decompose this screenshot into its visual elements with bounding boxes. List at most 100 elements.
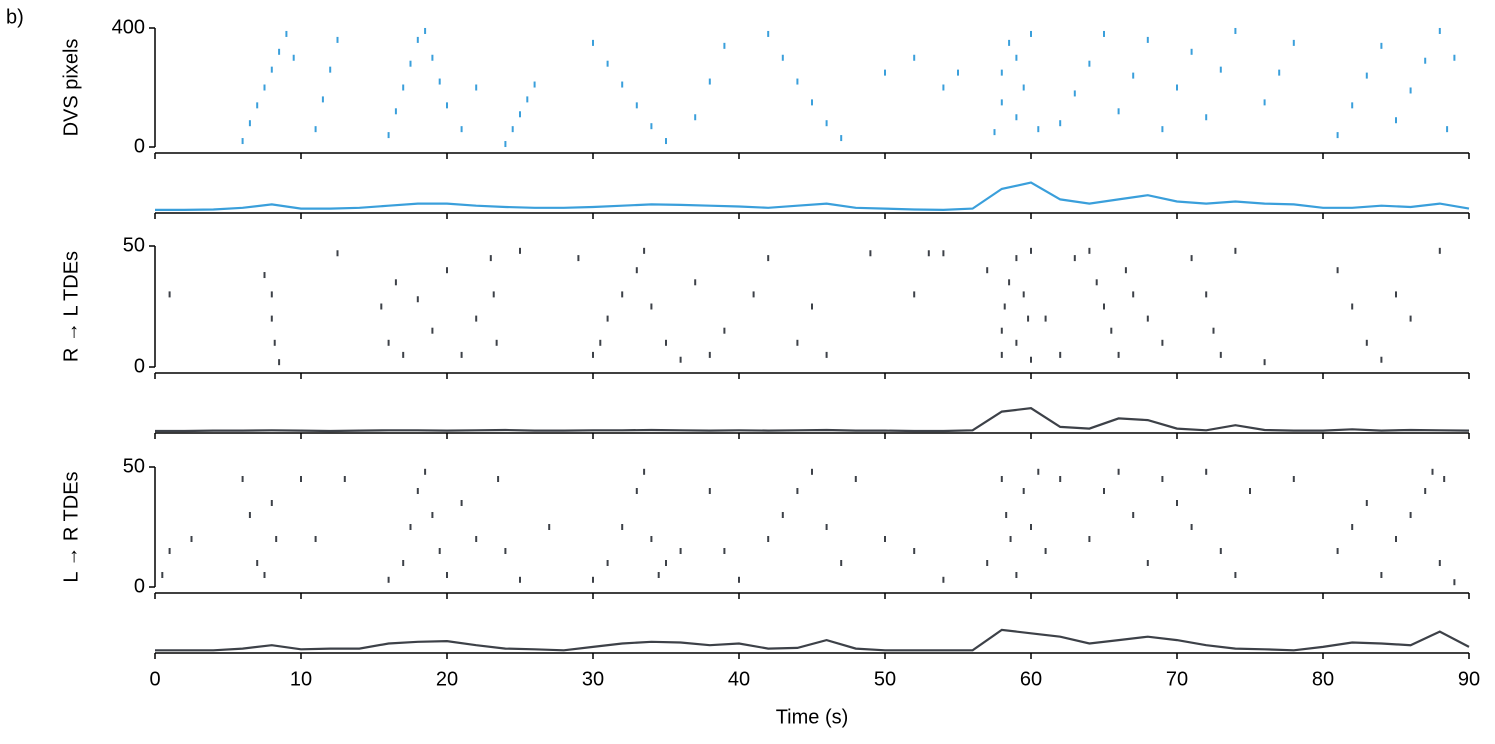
event	[1161, 339, 1164, 346]
event	[1212, 327, 1215, 334]
event	[1022, 488, 1025, 494]
event	[504, 548, 507, 554]
event	[336, 36, 339, 43]
event	[241, 138, 244, 145]
event	[577, 255, 580, 262]
event	[650, 536, 653, 542]
event	[431, 327, 434, 334]
event	[913, 54, 916, 61]
event	[1365, 72, 1368, 79]
event	[1073, 255, 1076, 262]
y-axis-label: DVS pixels	[60, 39, 82, 137]
event	[606, 315, 609, 322]
event	[263, 84, 266, 91]
event	[416, 36, 419, 43]
event	[394, 279, 397, 286]
event	[635, 102, 638, 109]
event	[1044, 315, 1047, 322]
event	[781, 512, 784, 518]
event	[1015, 339, 1018, 346]
event	[278, 359, 281, 366]
event	[657, 572, 660, 578]
event	[1005, 512, 1008, 518]
y-axis-label: L → R TDEs	[60, 471, 82, 582]
event	[1009, 536, 1012, 542]
event	[1000, 99, 1003, 106]
event	[321, 96, 324, 103]
event	[679, 548, 682, 554]
event	[1409, 512, 1412, 518]
event	[1030, 30, 1032, 37]
event	[1424, 57, 1427, 64]
x-tick-label: 20	[436, 668, 458, 690]
event	[519, 111, 521, 118]
event	[825, 351, 828, 358]
event	[460, 500, 463, 506]
event	[665, 339, 667, 346]
event	[1365, 339, 1368, 346]
event	[1409, 315, 1412, 322]
event	[621, 524, 624, 530]
event	[767, 536, 770, 542]
event	[1037, 468, 1040, 475]
event	[1205, 468, 1208, 475]
event	[1219, 351, 1222, 358]
event	[884, 69, 886, 76]
event	[1022, 84, 1025, 91]
event	[1103, 303, 1105, 310]
event	[161, 572, 164, 578]
event	[1336, 132, 1339, 139]
event	[394, 108, 397, 115]
event	[190, 536, 193, 542]
y-axis-label: R → L TDEs	[60, 251, 82, 362]
event	[460, 126, 463, 133]
x-tick-label: 80	[1312, 668, 1334, 690]
event	[1059, 351, 1062, 358]
event	[840, 135, 843, 142]
event	[1022, 291, 1025, 298]
event	[409, 524, 412, 530]
event	[292, 54, 295, 61]
event	[270, 315, 273, 322]
event	[526, 96, 529, 103]
event	[694, 279, 697, 286]
event	[1132, 512, 1135, 518]
event	[825, 120, 828, 127]
event	[606, 560, 609, 566]
x-tick-label: 10	[290, 668, 312, 690]
event	[1000, 327, 1003, 334]
event	[643, 247, 646, 254]
event	[1395, 117, 1397, 124]
event	[1234, 27, 1237, 34]
x-tick-label: 50	[874, 668, 896, 690]
event	[168, 548, 171, 554]
event	[635, 488, 638, 494]
event	[679, 356, 682, 363]
event	[665, 138, 667, 145]
event	[492, 291, 495, 298]
event	[489, 255, 492, 262]
event	[416, 488, 419, 494]
event	[475, 84, 478, 91]
event	[854, 476, 857, 482]
rate-line	[155, 181, 1470, 212]
event	[380, 303, 383, 310]
event	[1059, 120, 1062, 127]
event	[869, 250, 872, 257]
event	[285, 30, 288, 37]
event	[1073, 90, 1076, 97]
event	[986, 560, 989, 566]
event	[752, 291, 755, 298]
event	[1278, 69, 1281, 76]
event	[300, 476, 302, 482]
x-axis-label: Time (s)	[776, 706, 849, 728]
event	[665, 560, 667, 566]
event	[957, 69, 959, 76]
event	[723, 42, 726, 49]
event	[1088, 247, 1091, 254]
event	[1446, 126, 1449, 133]
event	[811, 303, 813, 310]
event	[1205, 291, 1208, 298]
event	[767, 255, 770, 262]
